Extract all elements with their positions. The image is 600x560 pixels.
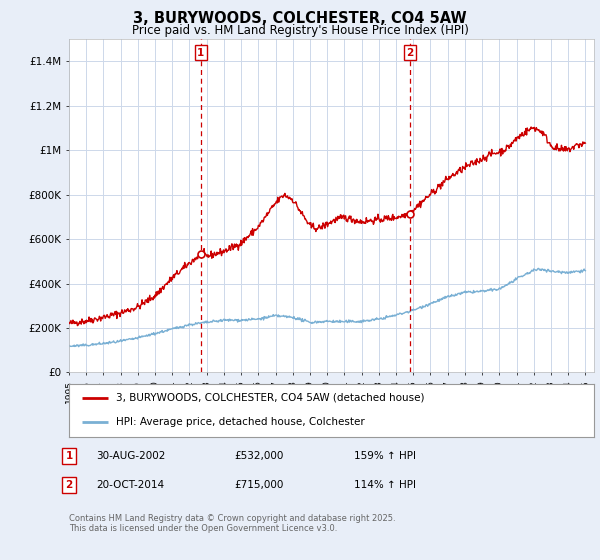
Text: 20-OCT-2014: 20-OCT-2014 <box>96 480 164 490</box>
Text: £715,000: £715,000 <box>234 480 283 490</box>
Text: 159% ↑ HPI: 159% ↑ HPI <box>354 451 416 461</box>
Text: 2: 2 <box>406 48 413 58</box>
Text: 3, BURYWOODS, COLCHESTER, CO4 5AW (detached house): 3, BURYWOODS, COLCHESTER, CO4 5AW (detac… <box>116 393 425 403</box>
Text: 30-AUG-2002: 30-AUG-2002 <box>96 451 166 461</box>
Text: 3, BURYWOODS, COLCHESTER, CO4 5AW: 3, BURYWOODS, COLCHESTER, CO4 5AW <box>133 11 467 26</box>
Text: 1: 1 <box>197 48 205 58</box>
Text: 114% ↑ HPI: 114% ↑ HPI <box>354 480 416 490</box>
Text: HPI: Average price, detached house, Colchester: HPI: Average price, detached house, Colc… <box>116 417 365 427</box>
Text: Contains HM Land Registry data © Crown copyright and database right 2025.
This d: Contains HM Land Registry data © Crown c… <box>69 514 395 534</box>
Text: 2: 2 <box>65 480 73 490</box>
Text: Price paid vs. HM Land Registry's House Price Index (HPI): Price paid vs. HM Land Registry's House … <box>131 24 469 36</box>
Text: £532,000: £532,000 <box>234 451 283 461</box>
Text: 1: 1 <box>65 451 73 461</box>
